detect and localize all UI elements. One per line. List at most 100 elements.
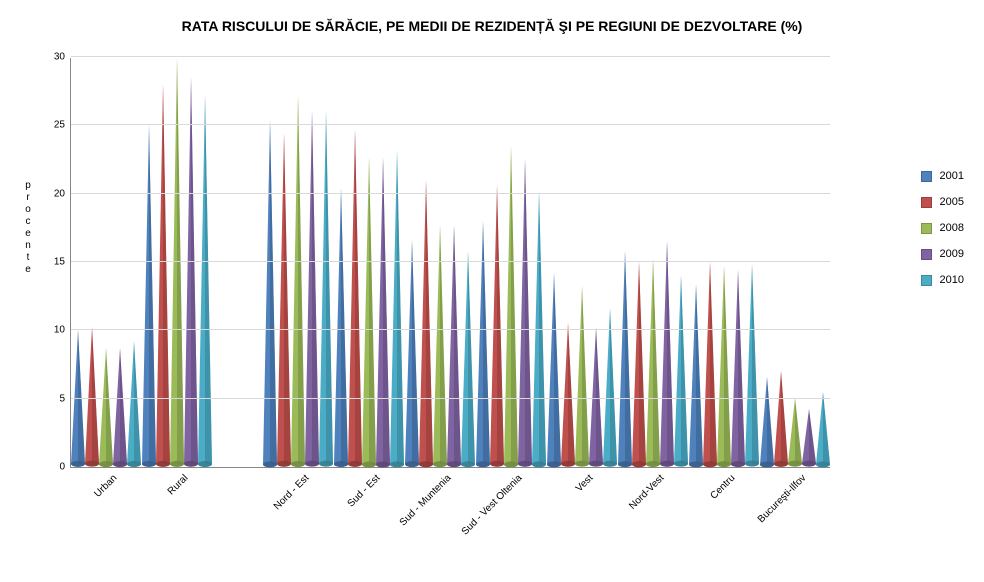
data-cone [603,308,617,467]
cone-wrap [561,58,575,467]
data-cone [263,120,277,467]
cone-wrap [703,58,717,467]
data-cone [703,262,717,467]
cone-wrap [788,58,802,467]
data-cone [788,398,802,467]
category-group: Nord - Est [263,58,334,467]
data-cone [99,348,113,467]
cone-wrap [184,58,198,467]
legend-swatch [921,223,932,234]
cone-wrap [618,58,632,467]
data-cone [113,348,127,467]
category-group: Sud - Vest Oltenia [475,58,546,467]
cone-wrap [461,58,475,467]
legend-item: 2005 [921,196,964,208]
cone-wrap [277,58,291,467]
cone-wrap [589,58,603,467]
y-tick: 25 [54,120,71,131]
data-cone [618,251,632,467]
x-axis-label: Nord-Vest [621,467,666,512]
data-cone [689,284,703,467]
category-group: Urban [71,58,142,467]
data-cone [575,286,589,467]
cone-wrap [113,58,127,467]
cone-wrap [433,58,447,467]
data-cone [334,188,348,467]
data-cone [419,180,433,467]
legend-swatch [921,197,932,208]
cone-wrap [334,58,348,467]
cone-wrap [127,58,141,467]
cone-wrap [142,58,156,467]
gridline [71,124,830,125]
data-cone [476,221,490,467]
data-cone [390,150,404,467]
y-tick: 10 [54,325,71,336]
x-axis-label: Bucureşti-Ilfov [750,467,808,525]
data-cone [760,377,774,467]
data-cone [632,262,646,467]
data-cone [348,129,362,467]
legend-label: 2005 [940,196,964,208]
cone-wrap [156,58,170,467]
data-cone [717,266,731,467]
legend-label: 2008 [940,222,964,234]
chart-container: RATA RISCULUI DE SĂRĂCIE, PE MEDII DE RE… [0,0,984,582]
cone-wrap [305,58,319,467]
cone-wrap [689,58,703,467]
gridline [71,193,830,194]
data-cone [405,240,419,467]
cone-wrap [376,58,390,467]
data-cone [277,133,291,467]
data-cone [660,241,674,467]
cone-wrap [518,58,532,467]
cone-wrap [660,58,674,467]
cone-wrap [348,58,362,467]
data-cone [291,95,305,467]
legend: 2001 2005 2008 2009 2010 [921,170,964,300]
cone-wrap [717,58,731,467]
legend-item: 2009 [921,248,964,260]
category-group: Sud - Est [333,58,404,467]
chart-groups: Urban Rural [71,58,830,467]
cone-wrap [532,58,546,467]
data-cone [198,95,212,467]
x-axis-label: Sud - Vest Oltenia [454,467,524,537]
legend-swatch [921,249,932,260]
cone-wrap [603,58,617,467]
y-tick: 30 [54,52,71,63]
cone-wrap [745,58,759,467]
data-cone [461,251,475,467]
cone-wrap [490,58,504,467]
category-group: Vest [546,58,617,467]
chart-title: RATA RISCULUI DE SĂRĂCIE, PE MEDII DE RE… [0,0,984,34]
cone-wrap [319,58,333,467]
y-tick: 5 [59,393,71,404]
x-axis-label: Vest [568,467,595,494]
data-cone [490,185,504,467]
data-cone [802,409,816,467]
data-cone [362,157,376,468]
data-cone [518,159,532,467]
y-tick: 20 [54,188,71,199]
cone-wrap [575,58,589,467]
category-group: Sud - Muntenia [404,58,475,467]
cone-wrap [504,58,518,467]
data-cone [376,157,390,468]
cone-wrap [99,58,113,467]
cone-wrap [198,58,212,467]
category-group: Nord-Vest [617,58,688,467]
category-group: Bucureşti-Ilfov [759,58,830,467]
data-cone [674,275,688,467]
legend-item: 2001 [921,170,964,182]
data-cone [646,259,660,467]
category-group: Centru [688,58,759,467]
cone-wrap [405,58,419,467]
cone-wrap [646,58,660,467]
data-cone [156,84,170,467]
legend-item: 2010 [921,274,964,286]
legend-label: 2010 [940,274,964,286]
data-cone [816,392,830,467]
x-axis-label: Sud - Muntenia [392,467,453,528]
cone-wrap [291,58,305,467]
